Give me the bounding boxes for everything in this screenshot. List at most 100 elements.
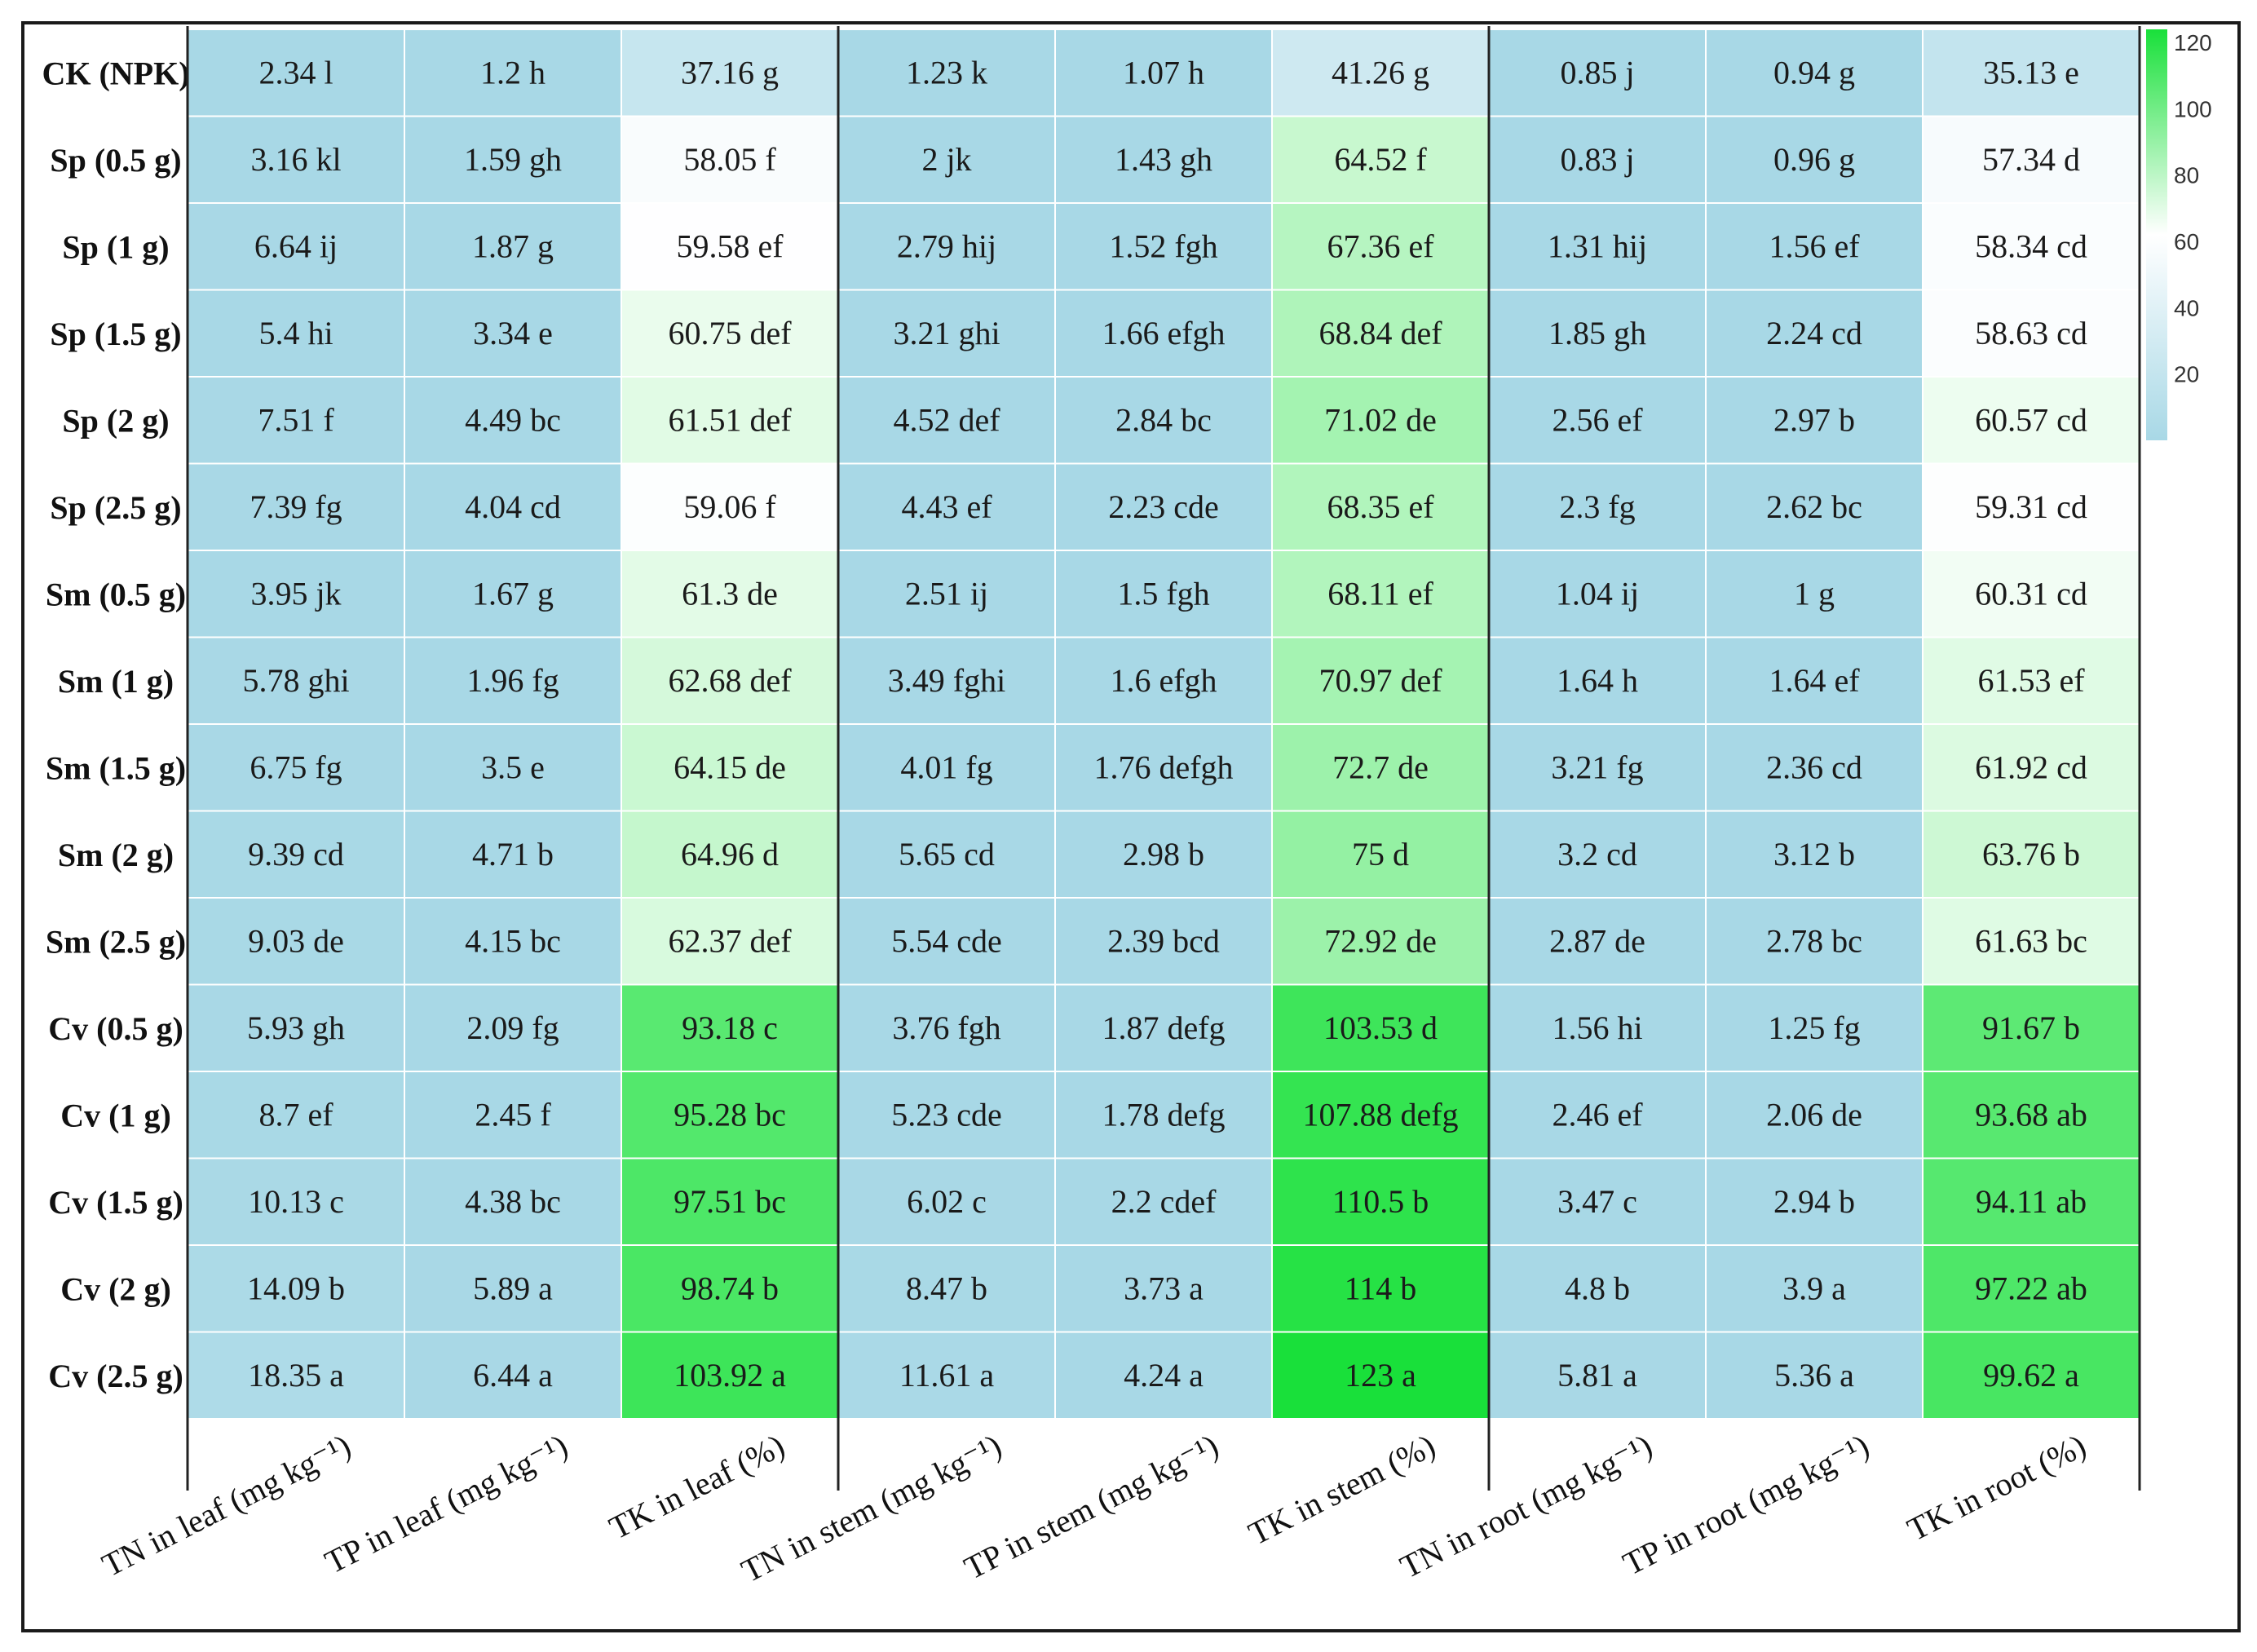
cell-value-label: 1.6 efgh xyxy=(1110,662,1217,699)
cell-value-label: 71.02 de xyxy=(1324,401,1437,438)
cell-value-label: 3.76 fgh xyxy=(892,1009,1000,1046)
cell-value-label: 107.88 defg xyxy=(1302,1096,1458,1133)
heatmap-cell xyxy=(1488,897,1707,986)
cell-value-label: 5.36 a xyxy=(1774,1357,1854,1394)
cell-value-label: 59.31 cd xyxy=(1975,488,2087,525)
cell-value-label: 2.3 fg xyxy=(1559,488,1635,525)
cell-value-label: 2.97 b xyxy=(1773,401,1855,438)
cell-value-label: 58.05 f xyxy=(683,141,776,178)
cell-value-label: 2.2 cdef xyxy=(1111,1183,1217,1220)
legend-color-bar xyxy=(2146,29,2167,440)
heatmap-cell xyxy=(1488,810,1707,899)
cell-value-label: 4.43 ef xyxy=(901,488,992,525)
heatmap-cell xyxy=(621,983,839,1072)
cell-value-label: 57.34 d xyxy=(1982,141,2080,178)
heatmap-cell xyxy=(621,462,839,551)
cell-value-label: 123 a xyxy=(1345,1357,1416,1394)
heatmap-cell xyxy=(1054,723,1273,812)
heatmap-cell xyxy=(621,202,839,291)
heatmap-cell xyxy=(621,810,839,899)
row-label-cv-1-5-g: Cv (1.5 g) xyxy=(48,1184,183,1221)
heatmap-cell xyxy=(1705,115,1924,204)
heatmap-cell xyxy=(1271,1071,1490,1159)
heatmap-cell xyxy=(1922,1071,2140,1159)
cell-value-label: 2.56 ef xyxy=(1552,401,1643,438)
cell-value-label: 14.09 b xyxy=(247,1270,345,1306)
cell-value-label: 1.07 h xyxy=(1123,54,1204,91)
heatmap-cell xyxy=(1271,636,1490,725)
heatmap-cell xyxy=(1271,550,1490,638)
heatmap-cell xyxy=(1488,289,1707,378)
heatmap-cell xyxy=(1054,810,1273,899)
row-label-sp-1-g: Sp (1 g) xyxy=(62,228,169,265)
cell-value-label: 1.25 fg xyxy=(1768,1009,1860,1046)
cell-value-label: 2.24 cd xyxy=(1766,315,1862,351)
cell-value-label: 5.89 a xyxy=(473,1270,553,1306)
cell-value-label: 9.03 de xyxy=(248,922,344,959)
cell-value-label: 2.51 ij xyxy=(905,575,988,612)
row-label-ck-npk: CK (NPK) xyxy=(42,55,189,91)
cell-value-label: 61.63 bc xyxy=(1975,922,2087,959)
heatmap-cell xyxy=(187,1071,405,1159)
cell-value-label: 7.51 f xyxy=(258,401,334,438)
heatmap-cell xyxy=(1271,723,1490,812)
cell-value-label: 1.85 gh xyxy=(1548,315,1646,351)
cell-value-label: 5.54 cde xyxy=(891,922,1002,959)
cell-value-label: 1.87 defg xyxy=(1102,1009,1225,1046)
heatmap-cell xyxy=(621,115,839,204)
heatmap-cell xyxy=(1054,897,1273,986)
row-label-sm-1-g: Sm (1 g) xyxy=(58,663,174,700)
column-label: TP in root (mg kg⁻¹) xyxy=(1617,1427,1875,1583)
cell-value-label: 1.5 fgh xyxy=(1117,575,1209,612)
cell-value-label: 10.13 c xyxy=(248,1183,344,1220)
heatmap-cell xyxy=(837,1071,1056,1159)
row-label-sp-2-g: Sp (2 g) xyxy=(62,402,169,439)
cell-value-label: 0.83 j xyxy=(1560,141,1634,178)
cell-value-label: 37.16 g xyxy=(681,54,779,91)
cell-value-label: 2.39 bcd xyxy=(1107,922,1220,959)
cell-value-label: 41.26 g xyxy=(1332,54,1429,91)
cell-value-label: 5.78 ghi xyxy=(242,662,349,699)
cell-value-label: 58.63 cd xyxy=(1975,315,2087,351)
cell-value-label: 3.73 a xyxy=(1124,1270,1204,1306)
cell-value-label: 2.98 b xyxy=(1123,836,1204,872)
heatmap-cell xyxy=(837,462,1056,551)
cell-value-label: 2.62 bc xyxy=(1766,488,1862,525)
cell-value-label: 4.04 cd xyxy=(465,488,561,525)
cell-value-label: 61.92 cd xyxy=(1975,749,2087,785)
row-label-sp-0-5-g: Sp (0.5 g) xyxy=(50,142,181,179)
heatmap-cell xyxy=(837,723,1056,812)
heatmap-cell xyxy=(1271,1331,1490,1420)
heatmap-cell xyxy=(187,810,405,899)
cell-value-label: 4.52 def xyxy=(893,401,1000,438)
cell-value-label: 103.53 d xyxy=(1323,1009,1438,1046)
cell-value-label: 110.5 b xyxy=(1332,1183,1429,1220)
cell-value-label: 6.64 ij xyxy=(254,227,338,264)
cell-value-label: 0.85 j xyxy=(1560,54,1634,91)
heatmap-cell xyxy=(1705,636,1924,725)
cell-value-label: 91.67 b xyxy=(1982,1009,2080,1046)
heatmap-cell xyxy=(1705,983,1924,1072)
cell-value-label: 1.78 defg xyxy=(1102,1096,1225,1133)
heatmap-cell xyxy=(1271,202,1490,291)
heatmap-cell xyxy=(621,1157,839,1246)
cell-value-label: 2.94 b xyxy=(1773,1183,1855,1220)
heatmap-cell xyxy=(187,1244,405,1333)
cell-value-label: 1.76 defgh xyxy=(1093,749,1233,785)
legend-tick-label: 60 xyxy=(2174,229,2199,254)
heatmap-cell xyxy=(404,1244,622,1333)
cell-value-label: 4.01 fg xyxy=(900,749,992,785)
cell-value-label: 94.11 ab xyxy=(1976,1183,2087,1220)
cell-value-label: 60.31 cd xyxy=(1975,575,2087,612)
heatmap-cell xyxy=(404,636,622,725)
cell-value-label: 68.35 ef xyxy=(1327,488,1434,525)
heatmap-cell xyxy=(1922,202,2140,291)
cell-value-label: 9.39 cd xyxy=(248,836,344,872)
heatmap-cell xyxy=(837,550,1056,638)
cell-value-label: 2.34 l xyxy=(258,54,333,91)
column-label: TN in leaf (mg kg⁻¹) xyxy=(96,1427,356,1584)
cell-value-label: 5.23 cde xyxy=(891,1096,1002,1133)
row-label-cv-2-g: Cv (2 g) xyxy=(60,1270,171,1307)
heatmap-cell xyxy=(187,29,405,117)
cell-value-label: 1.96 fg xyxy=(466,662,559,699)
